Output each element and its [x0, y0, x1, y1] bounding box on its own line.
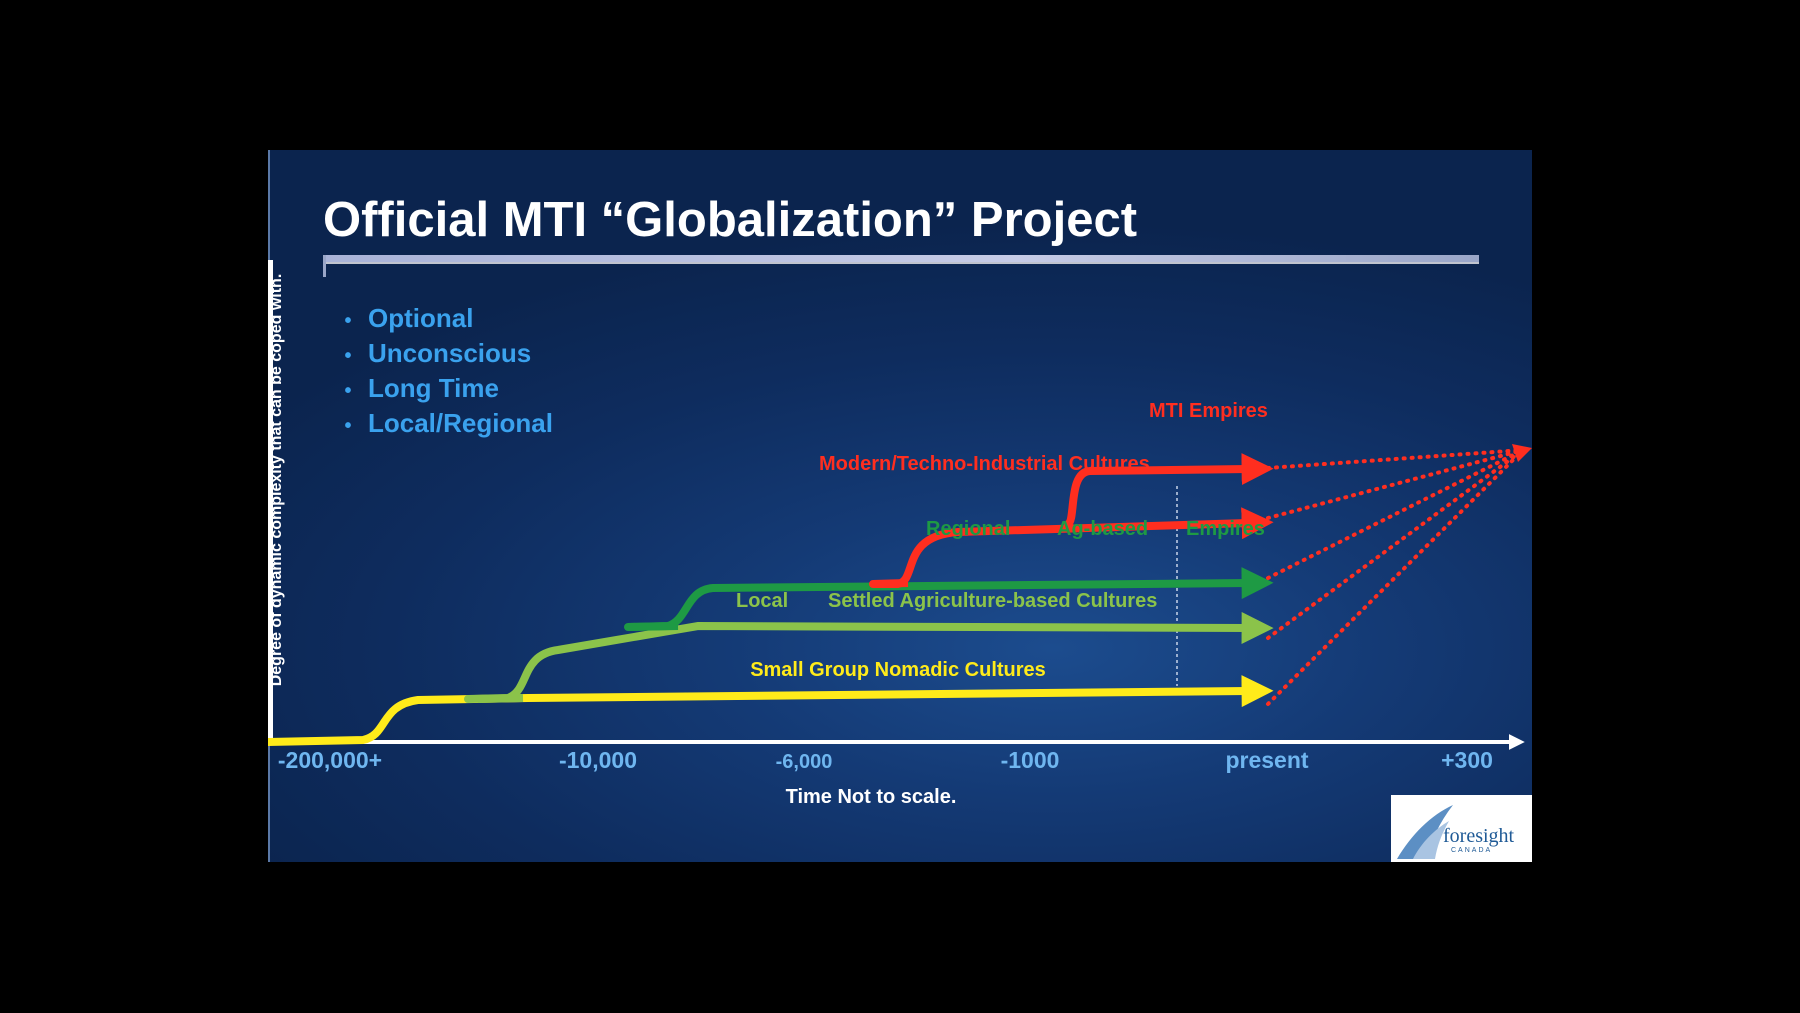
x-tick-label: -200,000+ — [278, 747, 382, 773]
label-nomadic: Small Group Nomadic Cultures — [750, 659, 1046, 681]
label-ag-based: Ag-based — [1057, 518, 1148, 540]
bullet-list: • Optional • Unconscious • Long Time • Local… — [344, 302, 553, 442]
x-axis-title: Time Not to scale. — [785, 786, 957, 808]
bullet-dot-icon: • — [344, 380, 352, 402]
bullet-dot-icon: • — [344, 310, 352, 332]
y-axis-bar — [268, 260, 273, 745]
bullet-item: • Optional — [344, 302, 553, 337]
future-dotted-line — [1266, 448, 1525, 706]
x-tick-label: -10,000 — [559, 747, 637, 773]
label-mti-empires: MTI Empires — [1149, 400, 1268, 422]
mti-empires-curve — [1064, 453, 1274, 528]
bullet-item: • Unconscious — [344, 337, 553, 372]
regional-ag-empires-curve — [624, 567, 1274, 631]
slide-title: Official MTI “Globalization” Project — [323, 193, 1138, 247]
label-settled-agriculture: Settled Agriculture-based Cultures — [828, 590, 1157, 612]
future-dotted-line — [1266, 448, 1525, 470]
slide: Official MTI “Globalization” Project • Op… — [268, 150, 1532, 862]
title-rule — [323, 255, 1479, 264]
modern-industrial-curve — [869, 507, 1274, 588]
nomadic-curve — [268, 675, 1274, 746]
bullet-item: • Long Time — [344, 372, 553, 407]
foresight-canada-logo: foresight CANADA — [1391, 795, 1532, 862]
x-tick-label: -1000 — [1001, 747, 1060, 773]
bullet-dot-icon: • — [344, 345, 352, 367]
logo-swoosh-icon — [1397, 805, 1453, 859]
x-tick-label: +300 — [1441, 747, 1493, 773]
x-tick-label: present — [1225, 747, 1308, 773]
label-modern-industrial: Modern/Techno-Industrial Cultures — [819, 453, 1150, 475]
label-empires: Empires — [1186, 518, 1265, 540]
label-local: Local — [736, 590, 788, 612]
logo-subtext: CANADA — [1451, 847, 1493, 854]
evolution-diagram: Small Group Nomadic Cultures Local Settl… — [268, 400, 1532, 773]
logo-wordmark: foresight — [1443, 825, 1515, 847]
bullet-item: • Local/Regional — [344, 407, 552, 442]
label-regional: Regional — [926, 518, 1010, 540]
x-tick-label: -6,000 — [776, 751, 833, 773]
title-rule-tick — [323, 255, 326, 277]
future-dotted-line — [1266, 448, 1525, 640]
future-dotted-line — [1266, 448, 1525, 580]
future-dotted-lines — [1266, 448, 1525, 706]
convergence-arrowhead-icon — [1512, 444, 1532, 462]
settled-agriculture-curve — [464, 611, 1274, 703]
bullet-dot-icon: • — [344, 415, 352, 437]
